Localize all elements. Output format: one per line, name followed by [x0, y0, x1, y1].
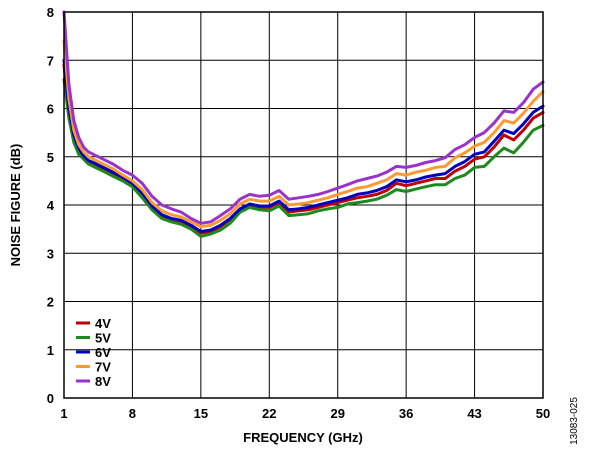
y-tick-label: 8 [47, 5, 54, 20]
x-axis-label: FREQUENCY (GHz) [243, 430, 363, 445]
grid-lines [63, 11, 544, 399]
x-tick-label: 29 [330, 406, 344, 421]
series-line-5v [62, 78, 545, 238]
series-line-7v [62, 39, 545, 229]
x-tick-label: 22 [262, 406, 276, 421]
y-tick-label: 2 [47, 295, 54, 310]
x-tick-label: 1 [60, 406, 67, 421]
x-tick-label: 8 [129, 406, 136, 421]
x-tick-label: 50 [536, 406, 550, 421]
figure-id-text: 13083-025 [569, 397, 580, 445]
y-axis-label: NOISE FIGURE (dB) [8, 144, 23, 267]
y-tick-label: 6 [47, 102, 54, 117]
x-tick-labels: 1 8 15 22 29 36 43 50 [60, 406, 550, 421]
series-line-8v [62, 10, 545, 225]
x-tick-label: 15 [194, 406, 208, 421]
legend-label: 4V [95, 316, 111, 331]
figure-id: 13083-025 [563, 395, 583, 447]
plot-frame [63, 11, 544, 399]
legend-label: 8V [95, 374, 111, 389]
series-line-6v [62, 58, 545, 233]
y-tick-labels: 0 1 2 3 4 5 6 7 8 [47, 5, 55, 406]
legend-label: 7V [95, 360, 111, 375]
y-tick-label: 4 [47, 198, 55, 213]
y-tick-label: 5 [47, 150, 54, 165]
legend-label: 5V [95, 331, 111, 346]
y-tick-label: 1 [47, 343, 54, 358]
x-tick-label: 43 [467, 406, 481, 421]
y-tick-label: 0 [47, 391, 54, 406]
x-tick-label: 36 [399, 406, 413, 421]
y-tick-label: 3 [47, 246, 54, 261]
y-tick-label: 7 [47, 53, 54, 68]
legend-label: 6V [95, 345, 111, 360]
series-lines [62, 10, 545, 238]
